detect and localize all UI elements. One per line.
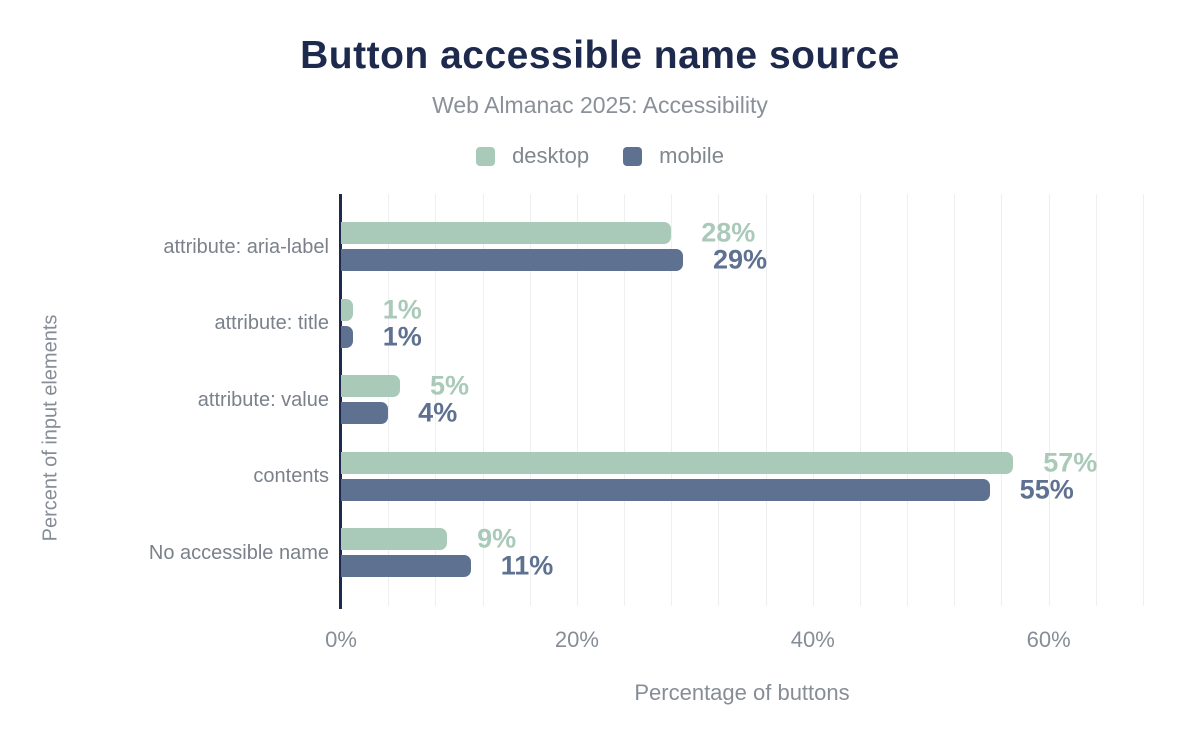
legend-item-mobile[interactable]: mobile	[623, 143, 724, 169]
category-label: contents	[253, 465, 329, 487]
bar-mobile[interactable]: 55%	[341, 476, 1074, 503]
gridline	[812, 194, 814, 606]
gridline	[1143, 194, 1144, 606]
bar-desktop[interactable]: 1%	[341, 296, 422, 323]
x-axis-title: Percentage of buttons	[634, 680, 850, 705]
bar-value-label: 1%	[382, 321, 422, 351]
bar-value-label: 4%	[418, 397, 458, 428]
gridline	[859, 194, 861, 606]
legend: desktop mobile	[0, 143, 1200, 169]
bar-value-label: 9%	[477, 523, 517, 554]
x-tick-label: 60%	[1026, 627, 1071, 652]
desktop-swatch-icon	[476, 146, 496, 166]
y-axis-line	[339, 194, 342, 609]
bar-value-label: 55%	[1019, 474, 1074, 504]
gridline	[765, 194, 767, 606]
gridline	[482, 194, 484, 606]
chart-subtitle: Web Almanac 2025: Accessibility	[432, 92, 768, 118]
gridline	[435, 194, 437, 606]
gridline	[907, 194, 909, 606]
gridline	[718, 194, 720, 606]
legend-label-desktop: desktop	[512, 143, 590, 168]
bar-value-label: 11%	[500, 550, 554, 581]
gridline	[624, 194, 626, 606]
gridline	[576, 194, 578, 606]
bar-value-label: 1%	[382, 294, 422, 324]
gridline	[388, 194, 390, 606]
category-label: No accessible name	[148, 541, 329, 564]
category-label: attribute: aria-label	[163, 235, 329, 258]
bar-desktop[interactable]: 9%	[341, 525, 516, 552]
bar-value-label: 57%	[1043, 447, 1098, 477]
plot-area: 28% 29% 1% 1% 5% 4% 57% 55% 9% 11%	[341, 194, 1144, 606]
bar-value-label: 29%	[713, 244, 768, 275]
bar-value-label: 28%	[701, 217, 756, 248]
bar-mobile[interactable]: 4%	[341, 399, 457, 426]
category-label: attribute: value	[197, 388, 329, 411]
x-tick-label: 0%	[325, 627, 357, 652]
legend-item-desktop[interactable]: desktop	[476, 143, 589, 169]
x-tick-label: 20%	[554, 627, 599, 652]
legend-label-mobile: mobile	[659, 143, 724, 168]
bar-desktop[interactable]: 5%	[341, 372, 469, 399]
bar-desktop[interactable]: 28%	[341, 219, 755, 246]
y-axis-title: Percent of input elements	[39, 314, 62, 542]
gridline	[671, 194, 673, 606]
gridline	[1095, 194, 1097, 606]
category-label: attribute: title	[214, 312, 329, 334]
bar-mobile[interactable]: 29%	[341, 246, 767, 273]
chart-title: Button accessible name source	[300, 34, 900, 77]
bar-desktop[interactable]: 57%	[341, 449, 1097, 476]
mobile-swatch-icon	[623, 146, 643, 166]
bar-mobile[interactable]: 1%	[341, 323, 422, 350]
gridline	[954, 194, 956, 606]
gridline	[1048, 194, 1050, 606]
gridline	[529, 194, 531, 606]
bar-mobile[interactable]: 11%	[341, 552, 553, 579]
gridline	[1001, 194, 1003, 606]
x-tick-label: 40%	[790, 627, 835, 652]
bar-value-label: 5%	[429, 370, 469, 401]
